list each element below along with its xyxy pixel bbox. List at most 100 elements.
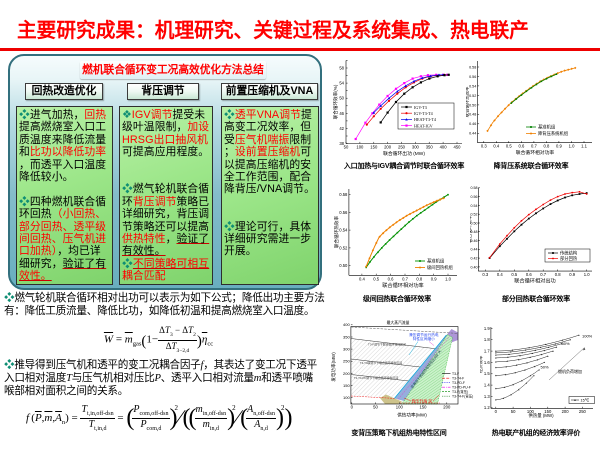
svg-text:150: 150	[420, 405, 428, 410]
svg-text:250: 250	[579, 409, 587, 414]
svg-text:T3-F: T3-F	[452, 372, 459, 376]
svg-text:38: 38	[339, 141, 344, 146]
svg-text:250: 250	[343, 359, 350, 364]
svg-text:0.54: 0.54	[339, 228, 348, 233]
svg-text:1.4: 1.4	[484, 383, 490, 388]
svg-text:0.7: 0.7	[402, 276, 408, 281]
svg-text:150: 150	[370, 145, 378, 150]
svg-text:供热功率(MW): 供热功率(MW)	[397, 412, 427, 419]
svg-text:燃机负荷增加: 燃机负荷增加	[558, 368, 582, 374]
svg-text:联合循环效率: 联合循环效率	[470, 215, 473, 243]
svg-text:0.56: 0.56	[339, 210, 348, 215]
svg-text:350: 350	[343, 334, 350, 339]
svg-text:1.7: 1.7	[484, 349, 490, 354]
svg-text:100: 100	[527, 409, 535, 414]
svg-text:联合循环热效率: 联合循环热效率	[466, 86, 471, 117]
svg-text:联合循环相对功率: 联合循环相对功率	[516, 149, 555, 156]
svg-text:0.8: 0.8	[416, 276, 422, 281]
svg-text:最大蒸汽流量: 最大蒸汽流量	[387, 320, 410, 325]
svg-text:1.1: 1.1	[581, 144, 587, 149]
svg-text:联合循环相对功率: 联合循环相对功率	[382, 281, 424, 289]
svg-text:0.4: 0.4	[359, 276, 365, 281]
svg-text:300: 300	[343, 347, 350, 352]
svg-text:0.5: 0.5	[506, 144, 512, 149]
svg-text:T3-F调节下联合循环特性区间: T3-F调节下联合循环特性区间	[368, 342, 406, 347]
svg-text:T3-T4-F(背压): T3-T4-F(背压)	[452, 394, 473, 399]
svg-text:传统结构: 传统结构	[560, 250, 578, 257]
svg-text:46: 46	[339, 111, 344, 116]
svg-text:250: 250	[398, 145, 406, 150]
svg-text:1.6: 1.6	[484, 360, 490, 365]
svg-text:T3-F(背压): T3-F(背压)	[452, 389, 468, 394]
svg-text:供热量 (MW): 供热量 (MW)	[528, 412, 554, 419]
svg-text:0.9: 0.9	[431, 276, 437, 281]
svg-text:HEAT-IGV: HEAT-IGV	[414, 123, 433, 128]
svg-text:基准机组: 基准机组	[427, 258, 445, 265]
svg-text:400: 400	[343, 322, 350, 327]
svg-text:100: 100	[396, 405, 404, 410]
svg-text:0.4: 0.4	[493, 144, 499, 149]
svg-text:0.48: 0.48	[469, 113, 476, 117]
svg-text:0.54: 0.54	[471, 204, 478, 208]
svg-text:联合循环效率(%): 联合循环效率(%)	[332, 84, 339, 119]
svg-text:1.0: 1.0	[584, 272, 590, 277]
svg-text:100%: 100%	[582, 334, 593, 339]
svg-text:1.5: 1.5	[484, 371, 490, 376]
svg-text:经济效率: 经济效率	[480, 355, 484, 373]
svg-text:0.44: 0.44	[469, 132, 476, 136]
svg-text:0.52: 0.52	[469, 94, 476, 98]
svg-text:0.58: 0.58	[339, 192, 348, 197]
svg-text:54: 54	[339, 81, 344, 86]
svg-text:50: 50	[344, 145, 349, 150]
svg-text:1.9: 1.9	[484, 326, 490, 331]
svg-text:联合循环相对出功: 联合循环相对出功	[514, 277, 556, 285]
svg-text:150: 150	[544, 409, 552, 414]
svg-text:300: 300	[412, 145, 420, 150]
svg-text:150: 150	[343, 383, 350, 388]
svg-text:基准机组: 基准机组	[538, 124, 556, 131]
svg-text:0.52: 0.52	[339, 245, 348, 250]
svg-text:0.3: 0.3	[482, 272, 488, 277]
svg-text:特性区间缩小: 特性区间缩小	[413, 336, 435, 341]
svg-text:0.9: 0.9	[569, 272, 575, 277]
svg-text:0.5: 0.5	[511, 272, 517, 277]
svg-text:0.50: 0.50	[471, 221, 478, 225]
svg-text:0.7: 0.7	[531, 144, 537, 149]
svg-text:0.9: 0.9	[556, 144, 562, 149]
svg-text:0.3: 0.3	[481, 144, 487, 149]
svg-text:联合循环热效率: 联合循环热效率	[333, 216, 340, 249]
svg-text:1.2: 1.2	[484, 405, 490, 410]
svg-text:联合循环出功 (MW): 联合循环出功 (MW)	[383, 150, 425, 157]
svg-text:发电功率(MW): 发电功率(MW)	[330, 352, 337, 382]
svg-text:100: 100	[356, 145, 364, 150]
svg-text:部分回热: 部分回热	[560, 255, 578, 262]
svg-text:0.5: 0.5	[373, 276, 379, 281]
svg-text:200: 200	[343, 371, 350, 376]
svg-text:背压升高 区: 背压升高 区	[411, 398, 432, 404]
svg-text:0.54: 0.54	[469, 84, 476, 88]
svg-text:IGV-T3-T4: IGV-T3-T4	[414, 111, 433, 116]
svg-text:降背压系统机组: 降背压系统机组	[538, 130, 569, 137]
svg-text:350: 350	[426, 145, 434, 150]
svg-text:0.8: 0.8	[555, 272, 561, 277]
svg-text:1.0: 1.0	[569, 144, 575, 149]
svg-text:0.46: 0.46	[469, 122, 476, 126]
svg-text:T3-PD-F: T3-PD-F	[452, 381, 465, 385]
svg-text:200: 200	[384, 145, 392, 150]
svg-text:0.46: 0.46	[471, 239, 478, 243]
svg-text:58: 58	[339, 66, 344, 71]
svg-text:50: 50	[511, 409, 516, 414]
svg-text:0.6: 0.6	[388, 276, 394, 281]
svg-text:0.44: 0.44	[471, 248, 478, 252]
svg-text:级间回热机组: 级间回热机组	[427, 264, 453, 271]
svg-text:100: 100	[343, 395, 350, 400]
svg-text:1.0: 1.0	[445, 276, 451, 281]
svg-text:200: 200	[562, 409, 570, 414]
svg-text:42: 42	[339, 126, 344, 131]
svg-text:0.58: 0.58	[469, 65, 476, 69]
svg-text:0.4: 0.4	[497, 272, 503, 277]
svg-text:0.6: 0.6	[526, 272, 532, 277]
svg-text:HEAT-T3-T4: HEAT-T3-T4	[414, 117, 436, 122]
svg-text:T3-T4-F: T3-T4-F	[452, 377, 464, 381]
svg-text:0.7: 0.7	[540, 272, 546, 277]
